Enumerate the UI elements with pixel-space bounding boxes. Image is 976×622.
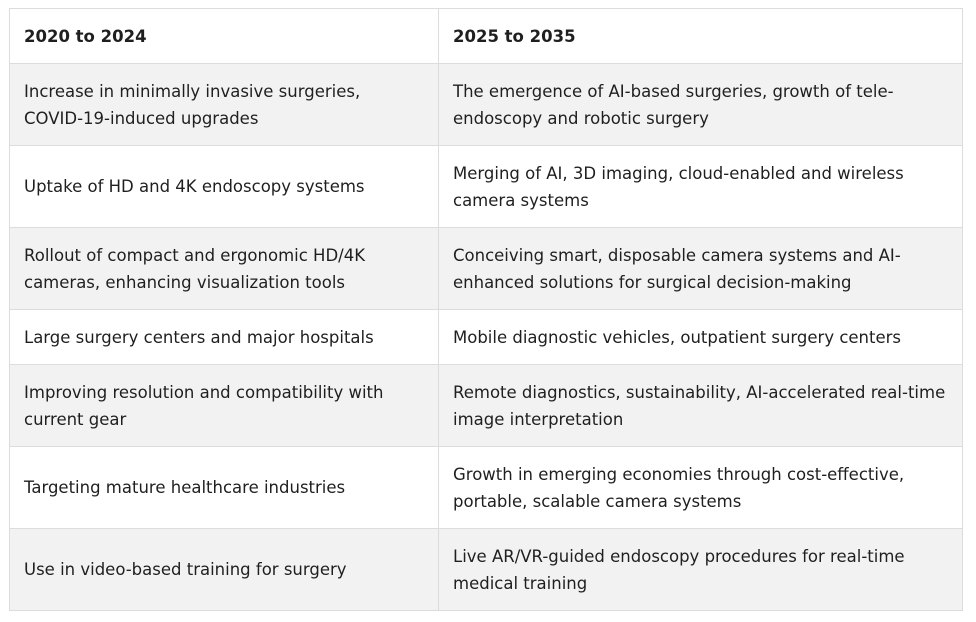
table-cell: Uptake of HD and 4K endoscopy systems	[9, 145, 439, 228]
table-cell: Growth in emerging economies through cos…	[438, 446, 963, 529]
table-cell: Conceiving smart, disposable camera syst…	[438, 227, 963, 310]
table-cell: Improving resolution and compatibility w…	[9, 364, 439, 447]
table-row: Uptake of HD and 4K endoscopy systems Me…	[9, 145, 963, 228]
table-row: Rollout of compact and ergonomic HD/4K c…	[9, 227, 963, 310]
table-row: Targeting mature healthcare industries G…	[9, 446, 963, 529]
table-cell: Live AR/VR-guided endoscopy procedures f…	[438, 528, 963, 611]
table-cell: Large surgery centers and major hospital…	[9, 309, 439, 365]
table-cell: The emergence of AI-based surgeries, gro…	[438, 63, 963, 146]
table-row: Improving resolution and compatibility w…	[9, 364, 963, 447]
header-period-2025-2035: 2025 to 2035	[438, 8, 963, 64]
table-row: Increase in minimally invasive surgeries…	[9, 63, 963, 146]
table-cell: Use in video-based training for surgery	[9, 528, 439, 611]
table-cell: Mobile diagnostic vehicles, outpatient s…	[438, 309, 963, 365]
table-row: Use in video-based training for surgery …	[9, 528, 963, 611]
table-header-row: 2020 to 2024 2025 to 2035	[9, 8, 963, 64]
table-cell: Remote diagnostics, sustainability, AI-a…	[438, 364, 963, 447]
comparison-table: 2020 to 2024 2025 to 2035 Increase in mi…	[9, 8, 963, 611]
table-cell: Rollout of compact and ergonomic HD/4K c…	[9, 227, 439, 310]
table-cell: Targeting mature healthcare industries	[9, 446, 439, 529]
header-period-2020-2024: 2020 to 2024	[9, 8, 439, 64]
table-cell: Increase in minimally invasive surgeries…	[9, 63, 439, 146]
table-cell: Merging of AI, 3D imaging, cloud-enabled…	[438, 145, 963, 228]
table-row: Large surgery centers and major hospital…	[9, 309, 963, 365]
comparison-table-container: 2020 to 2024 2025 to 2035 Increase in mi…	[9, 8, 963, 611]
